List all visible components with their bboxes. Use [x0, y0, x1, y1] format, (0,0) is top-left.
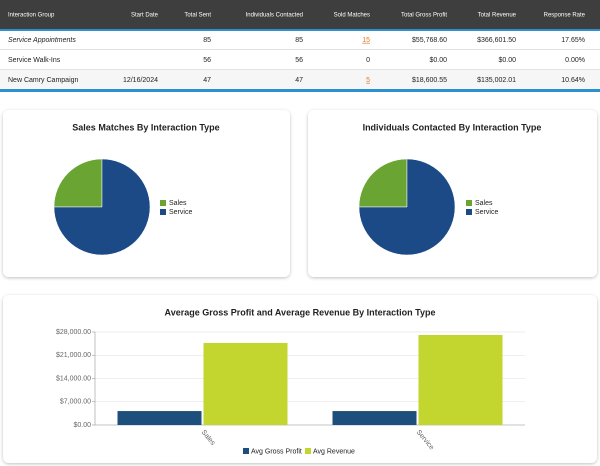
- legend-label: Avg Gross Profit: [251, 448, 302, 455]
- chart-title: Sales Matches By Interaction Type: [72, 122, 219, 132]
- table-cell: $18,600.55: [412, 77, 447, 84]
- table-cell: 0: [366, 57, 370, 64]
- legend-label: Service: [169, 209, 192, 216]
- bar: [204, 343, 288, 425]
- table-cell: $0.00: [498, 57, 516, 64]
- table-cell: 0.00%: [565, 57, 585, 64]
- legend-swatch: [160, 209, 166, 215]
- table-cell: Service Appointments: [8, 37, 76, 44]
- bar: [118, 411, 202, 425]
- legend-label: Avg Revenue: [313, 448, 355, 455]
- table-cell: $0.00: [429, 57, 447, 64]
- chart-title: Average Gross Profit and Average Revenue…: [165, 307, 436, 317]
- table-cell: 47: [203, 77, 211, 84]
- legend-label: Sales: [475, 200, 493, 207]
- table-cell: $366,601.50: [477, 37, 516, 44]
- sold-matches-link[interactable]: 15: [362, 37, 370, 44]
- legend-swatch: [466, 209, 472, 215]
- legend-swatch: [305, 448, 311, 454]
- table-accent: [0, 29, 600, 31]
- column-header: Sold Matches: [334, 13, 370, 19]
- y-tick-label: $28,000.00: [56, 329, 91, 336]
- chart-title: Individuals Contacted By Interaction Typ…: [363, 122, 542, 132]
- table-cell: 10.64%: [561, 77, 585, 84]
- column-header: Total Gross Profit: [401, 13, 447, 19]
- table-cell: $135,002.01: [477, 77, 516, 84]
- column-header: Response Rate: [544, 13, 586, 19]
- table-cell: 12/16/2024: [123, 77, 158, 84]
- y-tick-label: $7,000.00: [60, 399, 91, 406]
- legend-label: Sales: [169, 200, 187, 207]
- table-cell: 85: [295, 37, 303, 44]
- table-cell: 17.65%: [561, 37, 585, 44]
- table-cell: 56: [203, 57, 211, 64]
- legend-swatch: [466, 200, 472, 206]
- table-cell: $55,768.60: [412, 37, 447, 44]
- column-header: Total Revenue: [478, 13, 517, 19]
- sold-matches-link[interactable]: 5: [366, 77, 370, 84]
- bar: [419, 335, 503, 425]
- table-accent: [0, 89, 600, 92]
- card: [3, 295, 597, 463]
- table-cell: 56: [295, 57, 303, 64]
- table-cell: 47: [295, 77, 303, 84]
- bar: [333, 411, 417, 425]
- column-header: Interaction Group: [8, 13, 55, 19]
- table-cell: New Camry Campaign: [8, 77, 79, 84]
- column-header: Start Date: [131, 13, 159, 19]
- column-header: Total Sent: [184, 13, 211, 19]
- legend-swatch: [160, 200, 166, 206]
- column-header: Individuals Contacted: [246, 13, 303, 19]
- legend-label: Service: [475, 209, 498, 216]
- legend-swatch: [243, 448, 249, 454]
- table-cell: 85: [203, 37, 211, 44]
- y-tick-label: $14,000.00: [56, 375, 91, 382]
- y-tick-label: $0.00: [73, 422, 91, 429]
- table-cell: Service Walk-Ins: [8, 57, 61, 64]
- y-tick-label: $21,000.00: [56, 352, 91, 359]
